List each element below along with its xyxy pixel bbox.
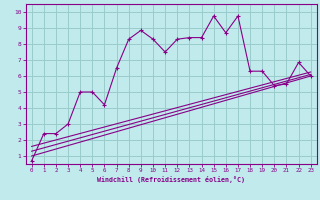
X-axis label: Windchill (Refroidissement éolien,°C): Windchill (Refroidissement éolien,°C) [97, 176, 245, 183]
